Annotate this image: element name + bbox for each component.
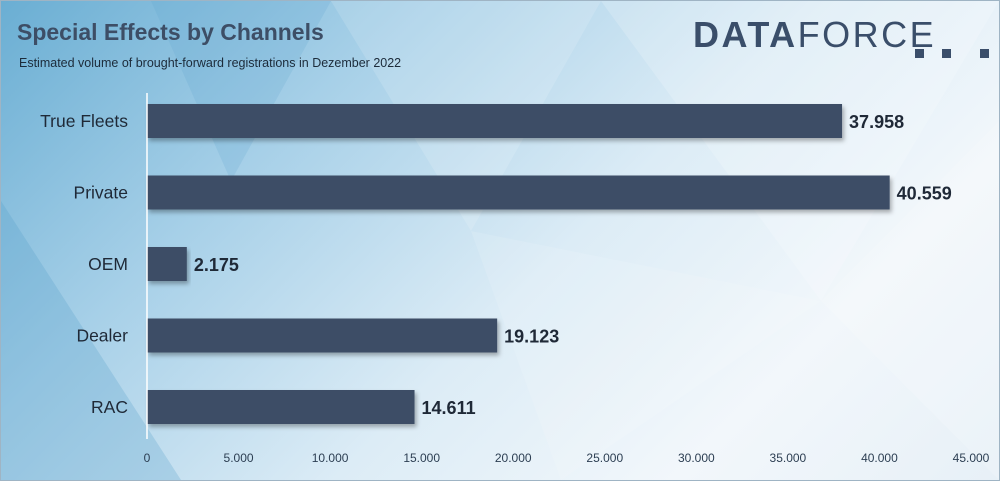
x-tick-label: 5.000 xyxy=(224,451,254,465)
x-tick-label: 15.000 xyxy=(403,451,440,465)
category-label: Dealer xyxy=(76,326,128,346)
category-label: True Fleets xyxy=(40,111,128,131)
value-label: 2.175 xyxy=(194,255,239,275)
logo-text-data: DATA xyxy=(693,14,798,55)
bar-rac xyxy=(147,390,415,424)
dataforce-logo: DATAFORCE xyxy=(693,14,937,55)
x-tick-label: 25.000 xyxy=(586,451,623,465)
chart-title: Special Effects by Channels xyxy=(17,19,324,45)
value-label: 19.123 xyxy=(504,327,559,347)
x-tick-label: 0 xyxy=(144,451,151,465)
value-label: 37.958 xyxy=(849,112,904,132)
logo-square xyxy=(980,49,989,58)
bar-private xyxy=(147,175,890,210)
chart-subtitle: Estimated volume of brought-forward regi… xyxy=(19,56,402,70)
bar-dealer xyxy=(147,318,498,353)
category-label: OEM xyxy=(88,254,128,274)
category-label: Private xyxy=(74,183,128,203)
x-tick-label: 45.000 xyxy=(953,451,990,465)
logo-square xyxy=(942,49,951,58)
bar-oem xyxy=(147,247,187,281)
value-label: 14.611 xyxy=(422,398,476,418)
x-tick-label: 20.000 xyxy=(495,451,532,465)
x-tick-label: 40.000 xyxy=(861,451,898,465)
logo-text-force: FORCE xyxy=(797,14,937,55)
logo-square xyxy=(915,49,924,58)
x-tick-label: 30.000 xyxy=(678,451,715,465)
category-label: RAC xyxy=(91,397,128,417)
x-tick-label: 10.000 xyxy=(312,451,349,465)
value-label: 40.559 xyxy=(897,184,952,204)
bar-true-fleets xyxy=(147,104,843,138)
x-tick-label: 35.000 xyxy=(770,451,807,465)
